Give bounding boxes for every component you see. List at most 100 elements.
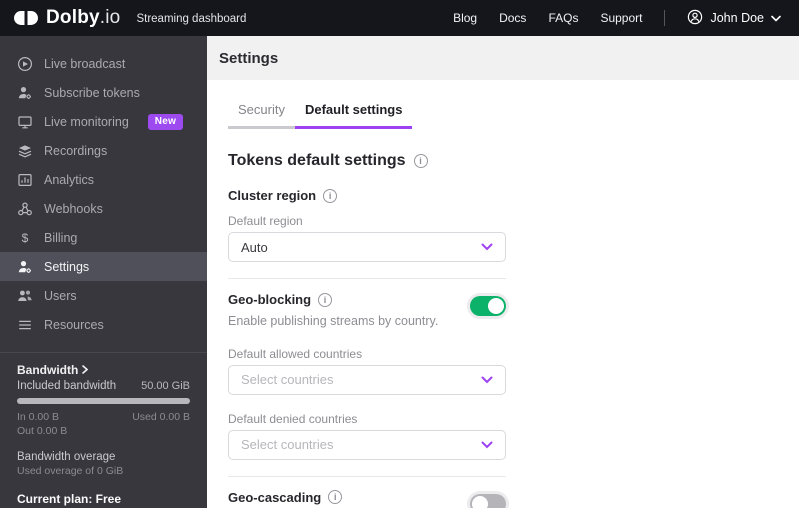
sidebar-item-webhooks[interactable]: Webhooks	[0, 194, 207, 223]
denied-countries-label: Default denied countries	[228, 411, 358, 426]
nav-link-docs[interactable]: Docs	[499, 11, 527, 25]
topbar-nav: Blog Docs FAQs Support John Doe	[453, 9, 781, 28]
sidebar-item-label: Subscribe tokens	[44, 85, 140, 100]
nav-link-faqs[interactable]: FAQs	[548, 11, 579, 25]
brand-suffix: .io	[99, 7, 121, 28]
chevron-right-icon	[82, 363, 89, 377]
tab-security[interactable]: Security	[228, 94, 295, 129]
brand-bold: Dolby	[46, 7, 100, 28]
sidebar-item-analytics[interactable]: Analytics	[0, 165, 207, 194]
bandwidth-in-value: In 0.00 B	[17, 411, 60, 423]
bandwidth-panel: Bandwidth Included bandwidth 50.00 GiB I…	[0, 353, 207, 508]
list-icon	[17, 317, 33, 333]
settings-content: Security Default settings Tokens default…	[207, 80, 799, 508]
sidebar-item-label: Resources	[44, 317, 104, 332]
denied-countries-placeholder: Select countries	[241, 437, 334, 453]
default-region-select[interactable]: Auto	[228, 232, 506, 262]
tab-default-settings[interactable]: Default settings	[294, 94, 413, 129]
user-menu[interactable]: John Doe	[687, 9, 781, 28]
chevron-down-icon	[481, 371, 493, 389]
geo-blocking-row: Geo-blocking i Enable publishing streams…	[228, 292, 506, 330]
person-gear-icon	[17, 259, 33, 275]
sidebar-item-billing[interactable]: $ Billing	[0, 223, 207, 252]
geo-cascading-title-row: Geo-cascading i	[228, 490, 456, 505]
allowed-countries-placeholder: Select countries	[241, 372, 334, 388]
current-plan-label: Current plan: Free	[17, 492, 122, 506]
sidebar-item-subscribe-tokens[interactable]: Subscribe tokens	[0, 78, 207, 107]
geo-cascading-toggle[interactable]	[470, 493, 506, 508]
default-region-value: Auto	[241, 239, 268, 255]
toggle-knob	[472, 495, 488, 508]
topbar: Dolby.io Streaming dashboard Blog Docs F…	[0, 0, 799, 36]
bandwidth-out-value: Out 0.00 B	[17, 425, 68, 437]
person-gear-icon	[17, 85, 33, 101]
section-divider	[228, 475, 506, 477]
allowed-countries-select[interactable]: Select countries	[228, 364, 506, 395]
default-region-label: Default region	[228, 214, 303, 228]
users-icon	[17, 288, 33, 304]
geo-blocking-title-row: Geo-blocking i	[228, 292, 456, 307]
broadcast-icon	[17, 56, 33, 72]
page-header: Settings	[207, 36, 799, 80]
bandwidth-progress-bar	[17, 398, 190, 404]
bandwidth-title: Bandwidth	[17, 363, 79, 377]
sidebar-item-label: Webhooks	[44, 201, 103, 216]
sidebar-item-resources[interactable]: Resources	[0, 310, 207, 339]
info-icon[interactable]: i	[328, 490, 343, 505]
webhook-icon	[17, 201, 33, 217]
cluster-region-title-row: Cluster region i	[228, 188, 799, 203]
sidebar-item-settings[interactable]: Settings	[0, 252, 207, 281]
user-avatar-icon	[687, 9, 703, 28]
sidebar-item-label: Users	[44, 288, 77, 303]
info-icon[interactable]: i	[413, 154, 428, 168]
included-bandwidth-value: 50.00 GiB	[141, 380, 190, 392]
section-title-row: Tokens default settings i	[228, 152, 799, 170]
chevron-down-icon	[771, 11, 781, 25]
tab-bar: Security Default settings	[228, 94, 799, 129]
sidebar-item-users[interactable]: Users	[0, 281, 207, 310]
bandwidth-overage-title: Bandwidth overage	[17, 451, 116, 463]
sidebar: Live broadcast Subscribe tokens	[0, 36, 207, 508]
sidebar-item-label: Analytics	[44, 172, 95, 187]
nav-link-support[interactable]: Support	[600, 11, 643, 25]
topbar-divider	[664, 10, 666, 26]
geo-cascading-row: Geo-cascading i Enable optimized distrib…	[228, 490, 506, 508]
toggle-knob	[488, 298, 504, 314]
sidebar-item-live-broadcast[interactable]: Live broadcast	[0, 49, 207, 78]
cluster-region-title: Cluster region	[228, 188, 317, 203]
layers-icon	[17, 143, 33, 159]
sidebar-item-label: Live broadcast	[44, 56, 126, 71]
brand-name: Dolby.io	[46, 7, 120, 29]
bandwidth-used-value: Used 0.00 B	[132, 411, 190, 423]
geo-blocking-toggle[interactable]	[470, 296, 506, 316]
geo-blocking-title: Geo-blocking	[228, 292, 312, 307]
included-bandwidth-label: Included bandwidth	[17, 380, 117, 392]
info-icon[interactable]: i	[323, 188, 338, 203]
sidebar-nav: Live broadcast Subscribe tokens	[0, 36, 207, 353]
section-divider	[228, 278, 506, 279]
chevron-down-icon	[481, 238, 493, 256]
bandwidth-overage-detail: Used overage of 0 GiB	[17, 465, 124, 477]
geo-blocking-description: Enable publishing streams by country.	[228, 314, 439, 328]
app-name: Streaming dashboard	[136, 13, 247, 25]
sidebar-item-live-monitoring[interactable]: Live monitoring New	[0, 107, 207, 136]
user-name: John Doe	[710, 11, 764, 25]
sidebar-item-recordings[interactable]: Recordings	[0, 136, 207, 165]
sidebar-item-label: Live monitoring	[44, 114, 129, 129]
nav-link-blog[interactable]: Blog	[453, 11, 478, 25]
page-title: Settings	[219, 49, 279, 67]
sidebar-item-label: Settings	[44, 259, 90, 274]
new-badge: New	[147, 113, 184, 130]
sidebar-divider	[0, 352, 207, 353]
bandwidth-title-link[interactable]: Bandwidth	[17, 363, 190, 377]
chevron-down-icon	[481, 436, 493, 454]
topbar-brand: Dolby.io Streaming dashboard	[13, 7, 246, 29]
info-icon[interactable]: i	[318, 292, 333, 307]
monitor-icon	[17, 114, 33, 130]
dolby-logo-icon	[13, 10, 39, 26]
sidebar-item-label: Recordings	[44, 143, 108, 158]
denied-countries-select[interactable]: Select countries	[228, 429, 506, 460]
geo-cascading-title: Geo-cascading	[228, 489, 322, 505]
dollar-icon: $	[21, 230, 29, 245]
